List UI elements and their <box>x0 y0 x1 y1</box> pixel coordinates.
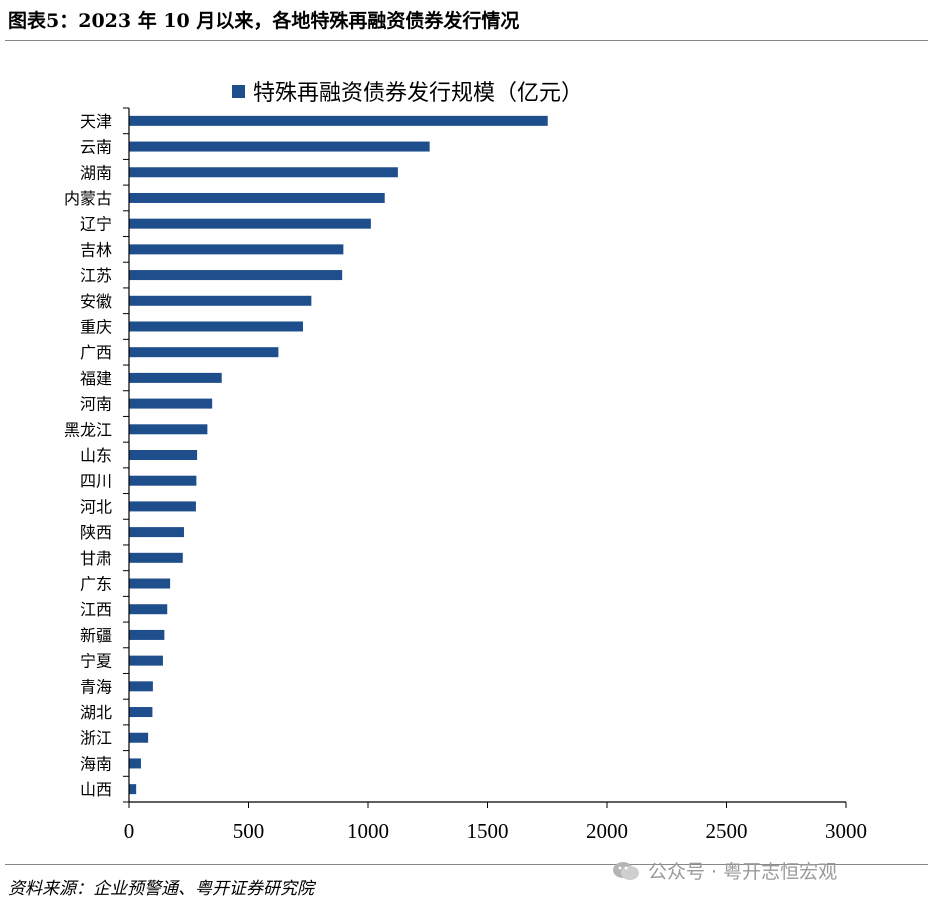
x-tick-labels: 0 500 1000 1500 2000 2500 3000 <box>124 819 867 843</box>
bar-江苏 <box>129 270 343 281</box>
category-label: 江苏 <box>80 266 112 285</box>
bar-青海 <box>129 681 153 692</box>
category-label: 浙江 <box>80 729 112 748</box>
bar-河南 <box>129 398 213 409</box>
category-label: 陕西 <box>80 523 112 542</box>
bar-福建 <box>129 372 222 383</box>
bar-新疆 <box>129 629 165 640</box>
x-tick-label: 500 <box>233 819 265 843</box>
wechat-icon <box>613 861 639 880</box>
x-tick-label: 0 <box>124 819 135 843</box>
category-label: 河南 <box>80 395 112 414</box>
bar-重庆 <box>129 321 303 332</box>
bar-湖南 <box>129 167 398 178</box>
category-label: 湖北 <box>80 703 112 722</box>
bar-黑龙江 <box>129 424 208 435</box>
category-label: 甘肃 <box>80 549 112 568</box>
bar-山东 <box>129 450 198 460</box>
watermark-text: 公众号 · 粤开志恒宏观 <box>648 861 838 883</box>
footer-divider <box>5 864 928 865</box>
bar-陕西 <box>129 527 184 538</box>
bar-广西 <box>129 347 279 358</box>
bar-内蒙古 <box>129 192 385 203</box>
bar-天津 <box>129 115 548 126</box>
category-label: 四川 <box>80 472 112 491</box>
category-label: 海南 <box>80 754 112 773</box>
category-label: 重庆 <box>80 317 112 336</box>
category-label: 内蒙古 <box>64 189 112 208</box>
category-label: 青海 <box>80 677 112 696</box>
category-label: 黑龙江 <box>64 420 112 439</box>
category-label: 山西 <box>80 780 112 799</box>
bar-四川 <box>129 475 197 486</box>
bar-group <box>129 115 548 795</box>
legend-swatch <box>232 84 245 98</box>
category-labels: 天津云南湖南内蒙古辽宁吉林江苏安徽重庆广西福建河南黑龙江山东四川河北陕西甘肃广东… <box>64 112 112 799</box>
bar-宁夏 <box>129 655 163 666</box>
bar-安徽 <box>129 295 312 306</box>
bar-云南 <box>129 141 430 152</box>
x-tick-label: 2500 <box>706 819 748 843</box>
x-tick-label: 1500 <box>467 819 509 843</box>
category-label: 山东 <box>80 446 112 465</box>
category-label: 福建 <box>80 369 112 388</box>
category-label: 天津 <box>80 112 112 131</box>
category-label: 湖南 <box>80 163 112 182</box>
bar-甘肃 <box>129 552 183 563</box>
category-label: 辽宁 <box>80 215 112 234</box>
axes <box>123 107 847 808</box>
category-label: 江西 <box>80 600 112 619</box>
category-label: 云南 <box>80 138 112 157</box>
x-tick-label: 1000 <box>347 819 389 843</box>
bar-江西 <box>129 604 168 615</box>
category-label: 新疆 <box>80 626 112 645</box>
bar-辽宁 <box>129 218 371 229</box>
bar-海南 <box>129 758 141 769</box>
bar-吉林 <box>129 244 344 255</box>
category-label: 河北 <box>80 497 112 516</box>
bar-浙江 <box>129 732 149 743</box>
source-note: 资料来源：企业预警通、粤开证券研究院 <box>8 879 314 899</box>
category-label: 广西 <box>80 343 112 362</box>
category-label: 安徽 <box>80 292 112 311</box>
category-label: 广东 <box>80 575 112 594</box>
x-tick-label: 2000 <box>586 819 628 843</box>
bar-河北 <box>129 501 196 512</box>
figure-title: 图表5：2023 年 10 月以来，各地特殊再融资债券发行情况 <box>8 10 520 32</box>
legend-label: 特殊再融资债券发行规模（亿元） <box>253 81 584 106</box>
bar-山西 <box>129 784 137 795</box>
watermark: 公众号 · 粤开志恒宏观 <box>612 857 837 884</box>
chart-legend: 特殊再融资债券发行规模（亿元） <box>232 75 583 107</box>
bar-湖北 <box>129 707 153 718</box>
category-label: 宁夏 <box>80 652 112 671</box>
bar-广东 <box>129 578 171 589</box>
x-tick-label: 3000 <box>825 819 867 843</box>
title-divider <box>5 40 928 41</box>
category-label: 吉林 <box>80 240 112 259</box>
